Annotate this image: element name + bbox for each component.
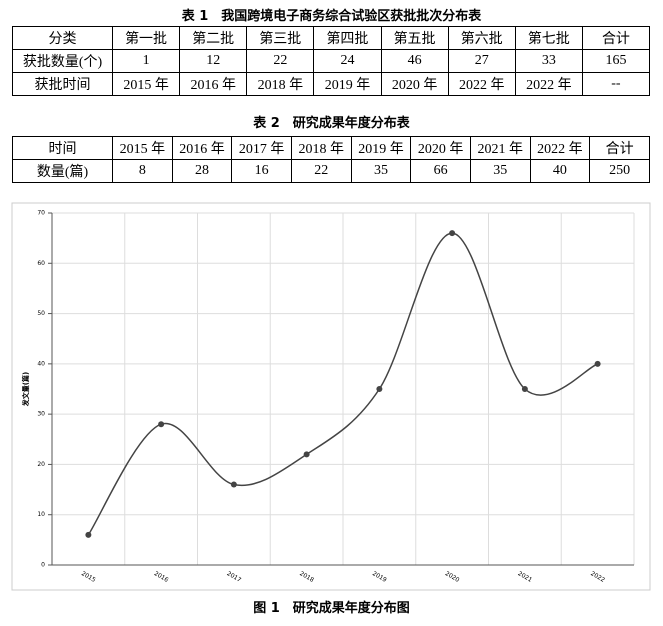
y-tick-label: 30: [37, 411, 45, 418]
table-cell: 165: [581, 49, 651, 73]
point: [376, 386, 383, 392]
table-cell: 第五批: [380, 26, 449, 50]
table-cell: 12: [179, 49, 248, 73]
table-cell: 第二批: [179, 26, 248, 50]
table-cell: 2021 年: [469, 136, 531, 160]
table-cell: 合计: [589, 136, 650, 160]
table-cell: 2016 年: [171, 136, 233, 160]
point: [303, 451, 310, 458]
line: [87, 232, 598, 536]
table-row: 获批时间 2015 年 2016 年 2018 年 2019 年 2020 年 2022 年…: [12, 72, 651, 96]
table-cell: 33: [514, 49, 583, 73]
table-cell: 2018 年: [246, 72, 315, 96]
table-cell: 2017 年: [231, 136, 292, 160]
table-cell: 2018 年: [290, 136, 352, 160]
y-tick-label: 10: [37, 511, 45, 518]
table-cell: 合计: [581, 26, 651, 50]
x-tick-label: 2022: [589, 570, 606, 584]
point: [594, 360, 601, 367]
point: [158, 421, 165, 428]
y-tick-label: 50: [37, 310, 45, 317]
table-cell: 27: [447, 49, 516, 73]
table-cell: 22: [290, 159, 352, 183]
table-cell: 46: [380, 49, 449, 73]
point: [449, 230, 456, 237]
x-tick-label: 2016: [153, 570, 170, 584]
table-cell: 2022 年: [529, 136, 591, 160]
table-cell: 1: [111, 49, 181, 73]
figure-caption: 图 1 研究成果年度分布图: [253, 601, 410, 616]
y-tick-label: 70: [37, 210, 45, 217]
table-cell: 28: [171, 159, 233, 183]
table-cell: 数量(篇): [12, 159, 113, 183]
table-cell: 2016 年: [179, 72, 248, 96]
table-cell: 第七批: [514, 26, 583, 50]
x-tick-label: 2018: [298, 570, 315, 584]
point: [85, 531, 92, 538]
x-tick-label: 2020: [444, 570, 461, 584]
chart-frame: [11, 202, 651, 591]
table-cell: 2019 年: [350, 136, 412, 160]
point: [521, 386, 528, 392]
table-cell: 第四批: [313, 26, 382, 50]
table-cell: 35: [350, 159, 412, 183]
y-axis-label: 发文量(篇): [21, 372, 30, 407]
table: 时间 2015 年 2016 年 2017 年 2018 年 2019 年 2020 年 20…: [12, 136, 650, 183]
table-cell: 2015 年: [111, 72, 181, 96]
table-cell: 2022 年: [514, 72, 583, 96]
table-cell: 第三批: [246, 26, 315, 50]
table-cell: 22: [246, 49, 315, 73]
table-cell: 2022 年: [447, 72, 516, 96]
table-cell: 时间: [12, 136, 113, 160]
table-cell: 24: [313, 49, 382, 73]
y-tick-label: 0: [41, 562, 45, 569]
y-tick-label: 20: [37, 461, 45, 468]
table-cell: 获批时间: [12, 72, 113, 96]
x-tick-label: 2019: [371, 570, 388, 584]
table-title: 表 1 我国跨境电子商务综合试验区获批批次分布表: [181, 9, 482, 24]
table-row: 数量(篇) 8 28 16 22 35 66 35 40 250: [12, 159, 650, 183]
x-tick-label: 2021: [517, 570, 534, 584]
chart: 发文量(篇) 0 10 20 30 40 50 60 70 2015 2016 2017 2018 20…: [11, 202, 651, 591]
table: 分类 第一批 第二批 第三批 第四批 第五批 第六批 第七批 合计 获批数量(个) 1 12 22 24 4…: [12, 26, 651, 96]
table-cell: 8: [112, 159, 173, 183]
y-tick-label: 60: [37, 260, 45, 267]
table-cell: 2020 年: [410, 136, 471, 160]
table-cell: 分类: [12, 26, 113, 50]
table-cell: 获批数量(个): [12, 49, 113, 73]
x-tick-label: 2017: [226, 570, 243, 584]
table-cell: 35: [469, 159, 531, 183]
y-tick-label: 40: [37, 360, 45, 367]
table-cell: 2020 年: [380, 72, 449, 96]
table-cell: 16: [231, 159, 292, 183]
point: [230, 481, 237, 488]
table-row: 时间 2015 年 2016 年 2017 年 2018 年 2019 年 2020 年 20…: [12, 136, 650, 160]
table-cell: 250: [589, 159, 650, 183]
table-cell: --: [581, 72, 651, 96]
table-cell: 66: [410, 159, 471, 183]
x-tick-label: 2015: [80, 570, 97, 584]
table-row: 分类 第一批 第二批 第三批 第四批 第五批 第六批 第七批 合计: [12, 26, 651, 50]
table-cell: 第六批: [447, 26, 516, 50]
table-cell: 2019 年: [313, 72, 382, 96]
table-cell: 40: [529, 159, 591, 183]
table-cell: 第一批: [111, 26, 181, 50]
table-title: 表 2 研究成果年度分布表: [253, 116, 410, 131]
table-row: 获批数量(个) 1 12 22 24 46 27 33 165: [12, 49, 651, 73]
table-cell: 2015 年: [112, 136, 173, 160]
